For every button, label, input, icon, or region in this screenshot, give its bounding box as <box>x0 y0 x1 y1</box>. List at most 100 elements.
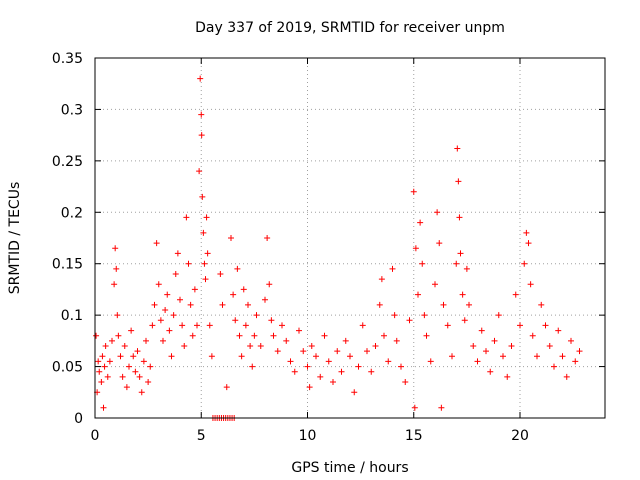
data-point <box>160 337 166 344</box>
data-point <box>508 343 515 349</box>
data-point <box>402 379 409 385</box>
data-point <box>196 168 203 175</box>
data-point <box>268 317 275 324</box>
data-point <box>527 281 534 288</box>
data-point <box>123 384 130 391</box>
data-point <box>253 312 260 319</box>
data-point <box>202 276 209 283</box>
data-point <box>296 327 302 334</box>
y-tick-label: 0.3 <box>61 102 83 118</box>
data-point <box>140 358 147 365</box>
data-point <box>204 250 211 257</box>
data-point <box>423 332 430 339</box>
data-point <box>436 240 443 247</box>
data-point <box>132 368 139 375</box>
data-point <box>456 214 463 221</box>
data-point <box>242 322 249 329</box>
data-point <box>287 358 294 365</box>
data-point <box>147 363 154 370</box>
data-point <box>457 250 464 257</box>
data-point <box>555 327 562 334</box>
data-point <box>576 348 583 355</box>
data-point <box>262 296 268 303</box>
data-point <box>130 353 137 360</box>
data-point <box>181 343 188 349</box>
data-point <box>500 353 506 360</box>
data-point <box>381 332 387 339</box>
data-point <box>115 332 122 339</box>
data-point <box>199 193 206 200</box>
data-point <box>234 265 241 272</box>
x-axis-label: GPS time / hours <box>291 460 408 476</box>
data-point <box>194 322 200 329</box>
data-point <box>208 353 215 360</box>
data-point <box>534 353 540 360</box>
data-point <box>434 209 441 216</box>
data-point <box>236 332 243 339</box>
grid-lines <box>95 58 605 418</box>
data-point <box>228 235 234 241</box>
data-point <box>257 343 264 349</box>
data-point <box>162 307 169 313</box>
data-point <box>372 343 379 349</box>
data-point <box>538 301 545 308</box>
data-point <box>415 291 421 298</box>
data-point <box>444 322 451 329</box>
data-point <box>270 332 277 339</box>
data-point <box>151 301 158 308</box>
data-point <box>198 111 205 118</box>
data-point <box>197 75 204 82</box>
y-tick-label: 0.05 <box>52 360 83 376</box>
data-point <box>219 301 226 308</box>
data-point <box>187 301 194 308</box>
data-point <box>101 363 108 370</box>
data-point <box>104 373 111 380</box>
data-point <box>308 343 315 349</box>
data-point <box>177 296 183 303</box>
data-point <box>232 317 239 324</box>
data-point <box>264 235 271 241</box>
y-tick-label: 0.25 <box>52 154 83 170</box>
data-point <box>189 332 196 339</box>
data-point <box>247 343 254 349</box>
data-point <box>113 265 120 272</box>
data-point <box>342 337 349 344</box>
y-tick-label: 0.1 <box>61 308 83 324</box>
data-point <box>551 363 557 370</box>
data-point <box>155 281 162 288</box>
data-point <box>478 327 485 334</box>
data-point <box>128 327 135 334</box>
data-point <box>483 348 489 355</box>
data-point <box>306 384 313 391</box>
data-point <box>347 353 353 360</box>
y-tick-label: 0 <box>74 411 83 427</box>
data-point <box>559 353 566 360</box>
data-point <box>198 132 205 139</box>
x-tick-label: 5 <box>197 428 206 444</box>
y-axis-label: SRMTID / TECUs <box>7 182 23 295</box>
y-tick-label: 0.15 <box>52 257 83 273</box>
data-point <box>283 337 290 344</box>
data-point <box>351 389 358 396</box>
data-point <box>406 317 413 324</box>
data-point <box>411 404 418 411</box>
data-point <box>191 286 198 293</box>
data-point <box>368 368 375 375</box>
data-point <box>453 260 460 267</box>
data-point <box>143 337 149 344</box>
data-point <box>398 363 404 370</box>
data-point <box>166 327 173 334</box>
data-point <box>512 291 519 298</box>
data-point <box>121 343 128 349</box>
data-point <box>100 404 107 411</box>
data-point <box>432 281 438 288</box>
data-point <box>521 260 528 267</box>
data-point <box>412 245 419 252</box>
data-point <box>495 312 502 319</box>
data-point <box>385 358 392 365</box>
x-tick-label: 10 <box>299 428 317 444</box>
data-point <box>102 343 109 349</box>
data-point <box>249 363 256 370</box>
data-point <box>300 348 307 355</box>
data-point <box>454 145 461 152</box>
